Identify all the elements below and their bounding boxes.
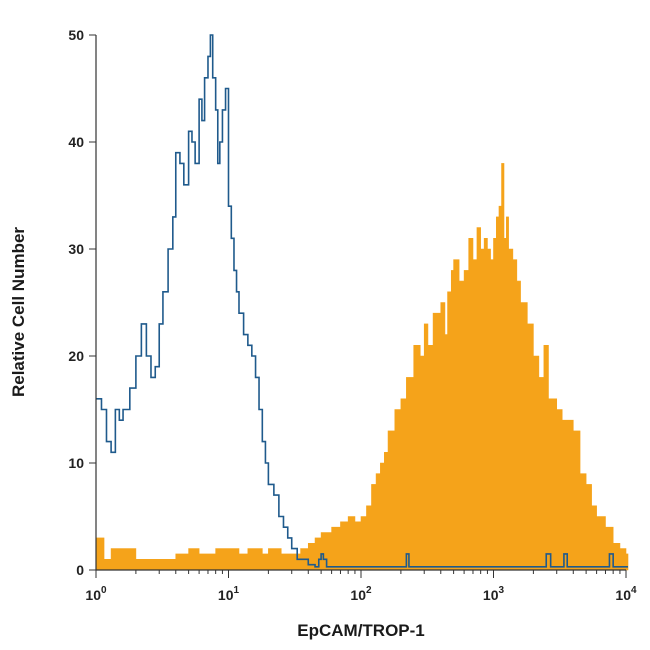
y-tick-label: 10 bbox=[68, 455, 84, 471]
y-tick-label: 0 bbox=[76, 562, 84, 578]
x-axis-title: EpCAM/TROP-1 bbox=[297, 621, 425, 640]
control-histogram-line bbox=[96, 34, 628, 568]
x-tick-label: 104 bbox=[615, 585, 637, 603]
y-axis-ticks: 0 10 20 30 40 50 bbox=[68, 27, 96, 578]
y-tick-label: 50 bbox=[68, 27, 84, 43]
sample-histogram-fill bbox=[95, 163, 629, 571]
x-tick-label: 101 bbox=[218, 585, 240, 603]
x-axis-ticks: 100 101 102 103 104 bbox=[85, 570, 637, 603]
y-tick-label: 20 bbox=[68, 348, 84, 364]
y-tick-label: 30 bbox=[68, 241, 84, 257]
y-axis-title: Relative Cell Number bbox=[9, 227, 28, 397]
y-tick-label: 40 bbox=[68, 134, 84, 150]
x-tick-label: 103 bbox=[483, 585, 505, 603]
x-tick-label: 102 bbox=[350, 585, 372, 603]
x-tick-label: 100 bbox=[85, 585, 107, 603]
plot-area bbox=[95, 34, 629, 571]
